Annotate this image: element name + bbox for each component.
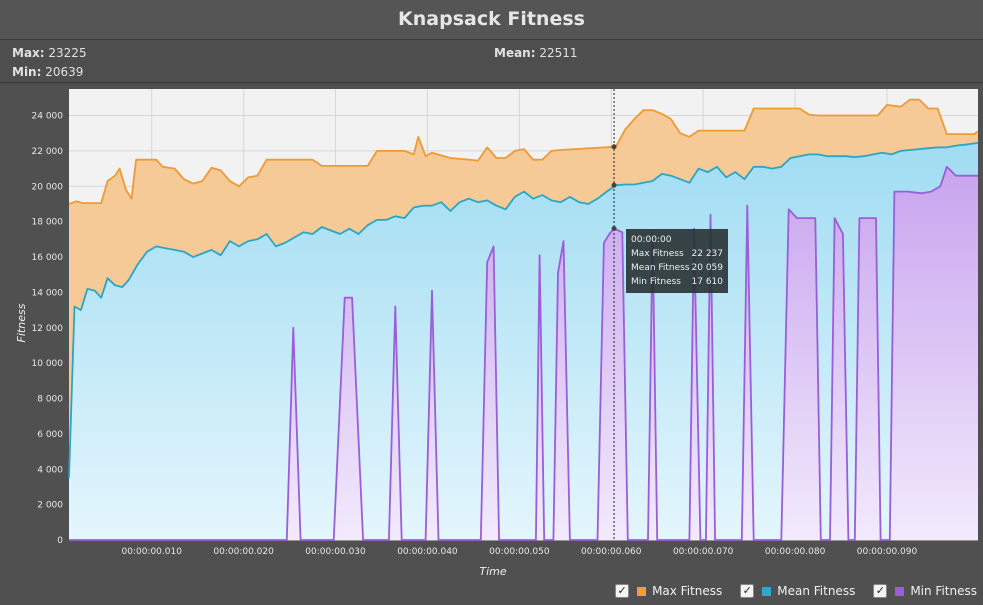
stat-min-label: Min: xyxy=(12,65,42,79)
x-tick-label-4: 00:00:00.050 xyxy=(489,547,550,557)
y-tick-label-8: 16 000 xyxy=(32,253,64,263)
y-tick-label-7: 14 000 xyxy=(32,288,64,298)
legend-label-min: Min Fitness xyxy=(910,584,977,598)
tooltip-time: 00:00:00 xyxy=(631,235,672,245)
stat-min-value: 20639 xyxy=(45,65,84,79)
swatch-mean-fitness xyxy=(762,586,772,596)
stat-max-value: 23225 xyxy=(48,46,87,60)
swatch-min-fitness xyxy=(895,586,905,596)
stat-mean: Mean: 22511 xyxy=(494,46,578,60)
title-bar: Knapsack Fitness xyxy=(0,0,983,40)
checkbox-mean-fitness[interactable]: ✓ xyxy=(740,584,755,598)
line-mean-fitness xyxy=(68,142,979,479)
x-axis-label: Time xyxy=(479,565,506,578)
y-tick-label-3: 6 000 xyxy=(37,430,63,440)
tooltip-max-value: 22 237 xyxy=(691,249,724,259)
stat-max: Max: 23225 xyxy=(12,46,87,60)
stat-mean-label: Mean: xyxy=(494,46,536,60)
legend-label-max: Max Fitness xyxy=(652,584,723,598)
x-tick-label-8: 00:00:00.090 xyxy=(857,547,918,557)
tooltip-min-label: Min Fitness xyxy=(631,277,682,287)
tooltip-max-row: Max Fitness 22 237 xyxy=(631,249,723,263)
crosshair-marker-max xyxy=(611,144,617,150)
y-axis-label: Fitness xyxy=(15,303,28,342)
x-tick-label-1: 00:00:00.020 xyxy=(213,547,274,557)
x-tick-label-7: 00:00:00.080 xyxy=(765,547,826,557)
chart-title: Knapsack Fitness xyxy=(398,8,585,30)
checkbox-max-fitness[interactable]: ✓ xyxy=(615,584,630,598)
tooltip-min-row: Min Fitness 17 610 xyxy=(631,277,723,291)
stats-bar: Max: 23225 Min: 20639 Mean: 22511 xyxy=(0,40,983,83)
legend-item-min[interactable]: ✓ Min Fitness xyxy=(873,584,977,598)
y-tick-label-6: 12 000 xyxy=(32,324,64,334)
tooltip: 00:00:00 Max Fitness 22 237 Mean Fitness… xyxy=(626,229,728,293)
y-tick-label-9: 18 000 xyxy=(32,218,64,228)
tooltip-time-row: 00:00:00 xyxy=(631,235,723,249)
legend-label-mean: Mean Fitness xyxy=(777,584,856,598)
stat-mean-value: 22511 xyxy=(539,46,578,60)
x-axis-ticks: 00:00:00.010 00:00:00.020 00:00:00.030 00:0… xyxy=(121,547,917,557)
y-tick-label-2: 4 000 xyxy=(37,465,63,475)
y-tick-label-10: 20 000 xyxy=(32,182,64,192)
crosshair-marker-mean xyxy=(611,182,617,188)
y-tick-label-12: 24 000 xyxy=(32,112,64,122)
swatch-max-fitness xyxy=(637,586,647,596)
tooltip-max-label: Max Fitness xyxy=(631,249,684,259)
x-tick-label-3: 00:00:00.040 xyxy=(397,547,458,557)
legend-item-mean[interactable]: ✓ Mean Fitness xyxy=(740,584,855,598)
x-tick-label-0: 00:00:00.010 xyxy=(121,547,182,557)
y-tick-label-1: 2 000 xyxy=(37,501,63,511)
tooltip-min-value: 17 610 xyxy=(691,277,724,287)
y-axis-ticks: 0 2 000 4 000 6 000 8 000 10 000 12 000 14 000 1… xyxy=(32,112,64,546)
tooltip-mean-row: Mean Fitness 20 059 xyxy=(631,263,723,277)
legend: ✓ Max Fitness ✓ Mean Fitness ✓ Min Fitne… xyxy=(597,582,977,600)
tooltip-mean-value: 20 059 xyxy=(691,263,724,273)
y-tick-label-0: 0 xyxy=(57,536,63,546)
checkbox-min-fitness[interactable]: ✓ xyxy=(873,584,888,598)
x-tick-label-5: 00:00:00.060 xyxy=(581,547,642,557)
line-max-fitness xyxy=(68,98,979,205)
stat-max-label: Max: xyxy=(12,46,45,60)
y-tick-label-11: 22 000 xyxy=(32,147,64,157)
stat-min: Min: 20639 xyxy=(12,65,83,79)
tooltip-mean-label: Mean Fitness xyxy=(631,263,690,273)
crosshair xyxy=(611,89,617,540)
y-tick-label-4: 8 000 xyxy=(37,395,63,405)
area-min-fitness xyxy=(69,166,978,541)
x-tick-label-6: 00:00:00.070 xyxy=(673,547,734,557)
x-tick-label-2: 00:00:00.030 xyxy=(305,547,366,557)
crosshair-marker-min xyxy=(611,226,617,232)
y-tick-label-5: 10 000 xyxy=(32,359,64,369)
legend-item-max[interactable]: ✓ Max Fitness xyxy=(615,584,722,598)
